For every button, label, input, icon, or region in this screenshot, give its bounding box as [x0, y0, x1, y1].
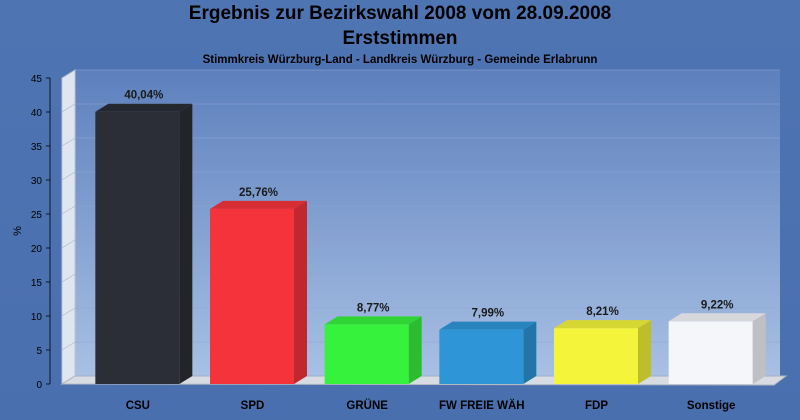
bar-top: [210, 200, 307, 209]
gridline-side: [61, 341, 76, 351]
bar-gr-ne: [324, 316, 422, 384]
y-axis-label: %: [12, 226, 24, 236]
y-tick-label: 45: [31, 74, 43, 85]
bar-csu: [95, 103, 193, 384]
chart-caption: Stimmkreis Würzburg-Land - Landkreis Wür…: [202, 54, 598, 66]
y-tick-label: 20: [31, 244, 43, 255]
gridline-side: [61, 273, 76, 283]
bar-side: [752, 313, 766, 384]
chart-title: Ergebnis zur Bezirkswahl 2008 vom 28.09.…: [188, 3, 612, 24]
bar-front: [554, 328, 638, 384]
gridline-side: [61, 239, 76, 249]
y-tick-label: 10: [31, 312, 43, 323]
y-tick-label: 30: [31, 176, 43, 187]
gridline-side: [61, 171, 76, 181]
value-label: 7,99%: [472, 308, 505, 320]
value-label: 8,77%: [357, 302, 390, 314]
bar-fdp: [554, 320, 651, 384]
y-tick-label: 40: [31, 108, 43, 119]
plot-back-wall: [75, 70, 780, 376]
plot-side-wall: [61, 69, 76, 385]
bar-fw-freie-w-h: [439, 321, 537, 384]
bar-front: [439, 329, 524, 384]
value-label: 25,76%: [239, 187, 278, 199]
gridline-side: [61, 205, 76, 215]
gridline-side: [61, 137, 76, 147]
value-label: 9,22%: [701, 299, 734, 311]
category-label: Sonstige: [687, 400, 736, 412]
y-tick-label: 0: [36, 380, 42, 391]
y-tick-label: 35: [31, 142, 43, 153]
y-tick-label: 5: [36, 346, 42, 357]
gridline-side: [61, 103, 76, 113]
category-label: CSU: [126, 400, 150, 412]
gridline-side: [61, 307, 76, 317]
bar-top: [95, 103, 193, 112]
bar-side: [638, 320, 651, 384]
chart-subtitle: Erststimmen: [342, 28, 458, 49]
bar-front: [95, 111, 180, 384]
bar-side: [294, 200, 307, 384]
bar-sonstige: [668, 313, 766, 384]
bar-spd: [210, 200, 307, 384]
gridline-side: [61, 69, 76, 79]
bar-side: [408, 316, 422, 384]
category-label: GRÜNE: [346, 399, 388, 412]
gridline-side: [61, 375, 76, 385]
bar-side: [179, 103, 193, 384]
bar-top: [324, 316, 422, 325]
bar-side: [523, 321, 537, 384]
bar-front: [210, 208, 294, 384]
y-tick-label: 15: [31, 278, 43, 289]
category-label: SPD: [241, 400, 265, 412]
category-label: FDP: [585, 400, 608, 412]
value-label: 40,04%: [124, 90, 163, 102]
bar-top: [668, 313, 766, 322]
category-label: FW FREIE WÄH: [439, 399, 525, 412]
value-label: 8,21%: [586, 306, 619, 318]
bar-top: [439, 321, 537, 330]
y-tick-label: 25: [31, 210, 43, 221]
bar-top: [554, 320, 651, 329]
bar-front: [668, 321, 753, 384]
bar-front: [324, 324, 409, 384]
